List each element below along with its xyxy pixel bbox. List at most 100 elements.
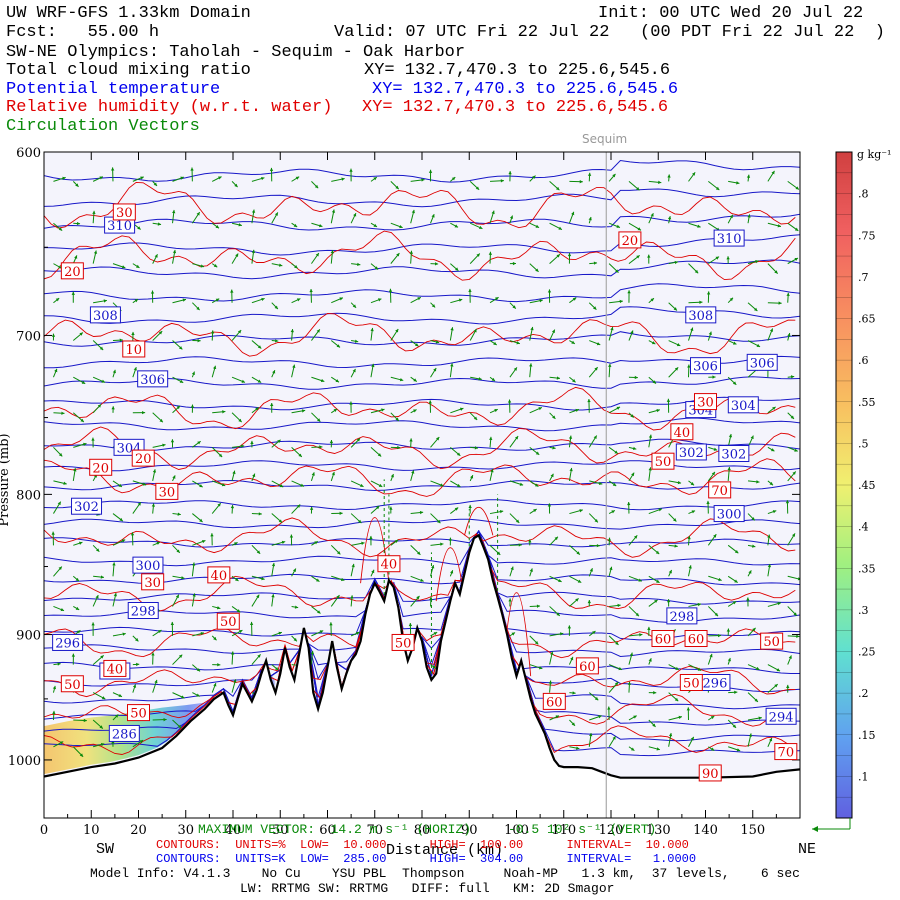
circulation-vector-head <box>99 725 103 729</box>
terrain-outline <box>44 533 800 779</box>
circulation-vector-head <box>292 568 296 572</box>
circulation-vector-head <box>58 566 62 570</box>
theta-label: 296 <box>703 676 728 691</box>
circulation-vector-head <box>476 253 480 257</box>
circulation-vector-head <box>535 268 539 272</box>
circulation-vector-head <box>356 631 360 635</box>
circulation-vector-head <box>552 446 556 450</box>
circulation-vector-head <box>181 695 185 699</box>
circulation-vector-head <box>468 288 472 292</box>
circulation-vector-head <box>550 651 554 655</box>
circulation-vector-head <box>191 371 195 376</box>
circulation-vector-head <box>611 510 615 514</box>
circulation-vector-head <box>589 733 593 737</box>
circulation-vector-head <box>59 741 64 745</box>
colorbar-tick-label: .55 <box>858 396 876 409</box>
circulation-vector-head <box>651 341 656 345</box>
x-tick-label: 50 <box>272 823 289 838</box>
x-tick-label: 0 <box>40 823 48 838</box>
circulation-vector-head <box>261 297 265 302</box>
circulation-vector-head <box>758 716 762 720</box>
circulation-vector-head <box>388 288 393 292</box>
circulation-vector-head <box>212 365 217 370</box>
circulation-vector-head <box>377 298 382 302</box>
circulation-vector-head <box>112 562 116 566</box>
circulation-vector-head <box>433 367 437 372</box>
circulation-vector-head <box>579 509 583 513</box>
circulation-vector-head <box>95 595 99 599</box>
circulation-vector-head <box>673 307 677 311</box>
circulation-vector-head <box>252 473 256 478</box>
circulation-vector-head <box>615 269 619 273</box>
max-vector-text: MAXIMUM VECTOR: 14.2 m s⁻¹ (HORIZ) <box>198 822 472 837</box>
circulation-vector-head <box>55 298 60 302</box>
circulation-vector-head <box>571 340 575 344</box>
circulation-vector-head <box>488 251 493 255</box>
circulation-vector-head <box>619 299 623 304</box>
theta-label: 306 <box>750 356 775 371</box>
circulation-vector-head <box>317 610 321 614</box>
circulation-vector-head <box>76 221 81 226</box>
circulation-vector-head <box>747 214 751 218</box>
circulation-vector-head <box>532 175 536 179</box>
circulation-vector-head <box>627 290 631 294</box>
circulation-vector-head <box>71 653 76 657</box>
circulation-vector-head <box>666 398 671 402</box>
theta-label-box <box>71 497 103 515</box>
circulation-vector-head <box>381 408 385 412</box>
circulation-vector-head <box>638 578 642 582</box>
theta-label-box <box>52 633 84 651</box>
circulation-vector-head <box>241 379 246 383</box>
circulation-vector-head <box>331 209 336 213</box>
circulation-vector-head <box>178 346 183 350</box>
y-tick-label: 800 <box>16 488 41 503</box>
circulation-vector-head <box>100 575 104 579</box>
circulation-vector-head <box>135 638 139 642</box>
circulation-vector-head <box>614 450 618 454</box>
circulation-vector-head <box>314 541 318 545</box>
circulation-vector-head <box>73 468 77 472</box>
circulation-vector-head <box>771 170 775 175</box>
circulation-vector-head <box>352 368 356 373</box>
circulation-vector-head <box>233 679 237 683</box>
x-tick-label: 100 <box>504 823 529 838</box>
circulation-vector-head <box>550 473 554 478</box>
circulation-vector-head <box>493 341 497 345</box>
circulation-vector-head <box>579 179 583 184</box>
circulation-vector-head <box>514 436 519 440</box>
circulation-vector-head <box>572 691 576 695</box>
circulation-vector-head <box>114 714 119 718</box>
circulation-vector-head <box>417 297 421 301</box>
circulation-vector-head <box>428 169 433 173</box>
circulation-vector-head <box>437 519 441 524</box>
circulation-vector-head <box>515 519 520 523</box>
circulation-vector-head <box>787 333 791 337</box>
circulation-vector-head <box>52 685 57 690</box>
contours-rh-text: CONTOURS: UNITS=% LOW= 10.000 HIGH= 100.… <box>156 838 689 852</box>
circulation-vector-head <box>157 222 162 226</box>
circulation-vector-head <box>556 186 560 191</box>
colorbar-tick-label: .7 <box>858 271 869 284</box>
circulation-vector-head <box>776 668 781 672</box>
rh-contour-4 <box>44 426 796 470</box>
circulation-vector-head <box>478 225 483 229</box>
rh-contour-3 <box>44 386 796 431</box>
circulation-vector-head <box>92 210 96 215</box>
circulation-vector-head <box>587 398 591 403</box>
theta-label-box <box>108 724 140 742</box>
circulation-vector-head <box>99 176 103 180</box>
circulation-vector-head <box>83 718 87 723</box>
circulation-vector-head <box>91 437 95 441</box>
circulation-vector-head <box>258 512 262 516</box>
colorbar-tick-label: .8 <box>858 188 869 201</box>
circulation-vector-head <box>151 652 155 656</box>
circulation-vector-head <box>101 696 106 700</box>
circulation-vector-head <box>468 504 472 509</box>
circulation-vector-head <box>75 577 80 582</box>
circulation-vector-head <box>200 631 205 636</box>
rh-label: 20 <box>64 265 81 280</box>
circulation-vector-head <box>137 226 141 230</box>
theta-contour-0 <box>44 159 800 183</box>
circulation-vector-head <box>378 483 383 487</box>
